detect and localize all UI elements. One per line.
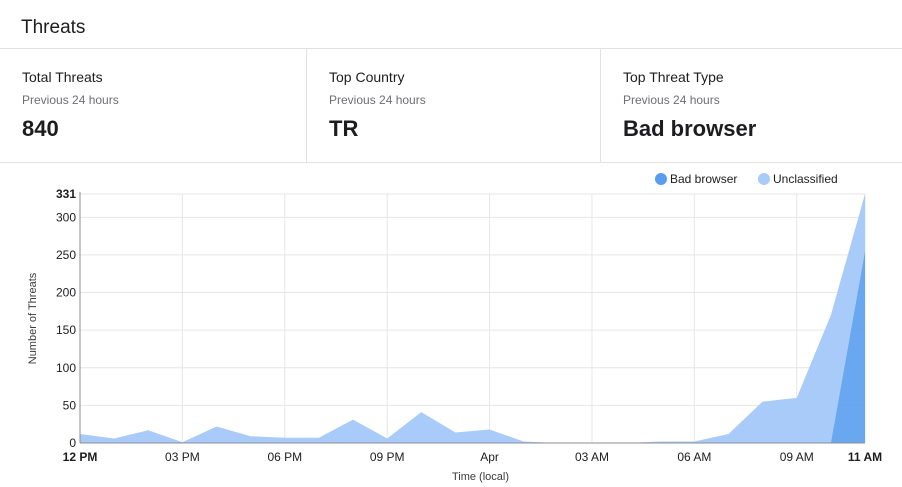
- stat-value: 840: [22, 116, 59, 141]
- page-title: Threats: [21, 17, 86, 38]
- x-tick-label: 06 PM: [267, 450, 302, 464]
- stat-total-threats: Total Threats Previous 24 hours 840: [0, 49, 307, 162]
- threats-chart: 0 50 100 150 200 250 300 331 12 PM 03 PM 06 PM 09 P…: [0, 163, 902, 487]
- area-bad-browser: [80, 251, 865, 443]
- stat-label: Top Threat Type: [623, 69, 724, 85]
- y-axis-title: Number of Threats: [27, 272, 39, 364]
- legend-label-bad-browser[interactable]: Bad browser: [670, 172, 737, 186]
- x-axis-title: Time (local): [452, 471, 509, 483]
- x-tick-label: 03 AM: [575, 450, 609, 464]
- x-tick-label: 06 AM: [677, 450, 711, 464]
- stat-top-country: Top Country Previous 24 hours TR: [307, 49, 601, 162]
- y-tick-label: 200: [56, 286, 76, 300]
- y-tick-label: 150: [56, 323, 76, 337]
- stats-row: Total Threats Previous 24 hours 840 Top …: [0, 49, 902, 163]
- legend-swatch-unclassified[interactable]: [758, 173, 770, 185]
- stat-label: Total Threats: [22, 69, 103, 85]
- stat-top-threat-type: Top Threat Type Previous 24 hours Bad br…: [601, 49, 902, 162]
- area-unclassified: [80, 194, 865, 443]
- y-tick-label: 331: [56, 187, 76, 201]
- threats-header: Threats: [0, 0, 902, 49]
- legend-label-unclassified[interactable]: Unclassified: [773, 172, 838, 186]
- x-tick-label: 09 PM: [370, 450, 405, 464]
- stat-value: Bad browser: [623, 116, 757, 141]
- stat-period: Previous 24 hours: [623, 93, 720, 107]
- stat-period: Previous 24 hours: [329, 93, 426, 107]
- legend-swatch-bad-browser[interactable]: [655, 173, 667, 185]
- threats-area-chart: 0 50 100 150 200 250 300 331 12 PM 03 PM 06 PM 09 P…: [27, 172, 882, 483]
- y-tick-label: 250: [56, 248, 76, 262]
- x-tick-label: 09 AM: [780, 450, 814, 464]
- y-tick-label: 300: [56, 210, 76, 224]
- x-tick-label: 11 AM: [848, 450, 882, 464]
- y-tick-label: 50: [63, 398, 77, 412]
- y-tick-label: 0: [69, 436, 76, 450]
- stat-value: TR: [329, 116, 359, 141]
- x-tick-label: 12 PM: [63, 450, 98, 464]
- stat-period: Previous 24 hours: [22, 93, 119, 107]
- x-tick-label: Apr: [480, 450, 499, 464]
- x-tick-label: 03 PM: [165, 450, 200, 464]
- stat-label: Top Country: [329, 69, 405, 85]
- y-tick-label: 100: [56, 361, 76, 375]
